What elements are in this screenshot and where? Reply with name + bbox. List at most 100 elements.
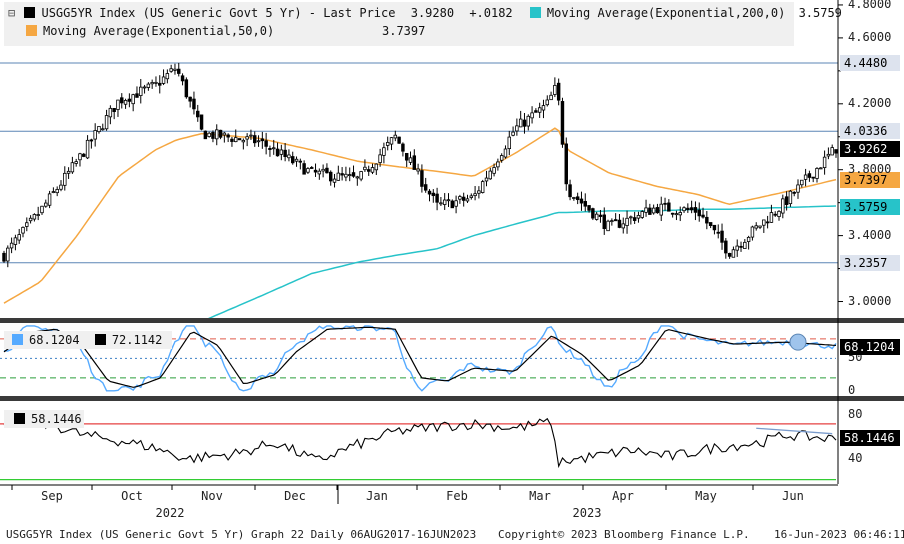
candle-body (442, 199, 447, 205)
candle-body (651, 207, 656, 214)
candle-body (332, 178, 337, 183)
candle-body (784, 196, 789, 205)
candle-body (59, 184, 63, 190)
candle-body (302, 163, 306, 175)
candle-body (127, 98, 132, 102)
legend-row-price: ⊟ USGG5YR Index (US Generic Govt 5 Yr) -… (8, 5, 842, 21)
candle-body (743, 241, 747, 249)
candle-body (758, 225, 762, 228)
candle-body (807, 173, 812, 178)
candle-body (496, 161, 500, 168)
price-swatch (24, 7, 36, 18)
rsi-fast-swatch (12, 334, 23, 345)
collapse-icon[interactable]: ⊟ (8, 6, 16, 20)
candle-body (800, 179, 804, 186)
candle-body (777, 210, 781, 217)
candle-body (397, 136, 401, 144)
price-tag: 3.7397 (840, 171, 900, 188)
ma50-swatch (26, 25, 37, 36)
candle-body (773, 213, 777, 216)
candle-body (241, 139, 246, 143)
candle-body (530, 112, 534, 119)
candle-body (815, 168, 819, 179)
candle-body (47, 193, 52, 206)
candle-body (579, 198, 584, 204)
candle-body (291, 156, 295, 164)
candle-body (450, 200, 455, 209)
candle-body (74, 161, 78, 164)
candle-body (55, 189, 59, 194)
candle-body (275, 148, 280, 157)
candle-body (712, 224, 717, 231)
candle-body (724, 240, 728, 254)
candle-body (131, 94, 135, 105)
panel-divider (0, 396, 904, 401)
candle-body (564, 143, 568, 185)
candle-body (439, 202, 443, 205)
y-tick-label: 3.0000 (848, 293, 892, 308)
candle-body (492, 167, 496, 174)
candle-body (708, 222, 713, 227)
candle-body (218, 129, 223, 138)
candle-body (587, 205, 591, 211)
candle-body (556, 82, 561, 101)
candle-body (25, 222, 29, 227)
candle-body (484, 177, 489, 182)
rsi-value-tag: 68.1204 (840, 339, 900, 355)
candle-body (116, 99, 120, 110)
oscillator-value-tag: 58.1446 (840, 430, 900, 446)
y-tick-label: 4.6000 (848, 29, 892, 44)
candle-body (158, 82, 162, 86)
candle-body (431, 192, 436, 197)
candle-body (268, 148, 272, 150)
candle-body (82, 153, 86, 157)
candle-body (279, 149, 284, 155)
candle-body (382, 147, 386, 156)
candle-body (602, 214, 606, 229)
candle-body (317, 170, 322, 175)
candle-body (435, 193, 439, 203)
candle-body (370, 167, 375, 173)
candle-body (260, 138, 265, 142)
candle-body (735, 245, 739, 251)
candle-body (374, 163, 379, 171)
candle-body (606, 220, 610, 232)
candle-body (222, 132, 227, 136)
candle-body (336, 172, 341, 181)
candle-body (549, 94, 553, 101)
y-tick-label: 3.8000 (848, 161, 892, 176)
candle-body (215, 129, 219, 140)
candle-body (572, 197, 576, 199)
candle-body (568, 184, 572, 198)
x-month-label: Apr (612, 489, 634, 503)
candle-body (720, 230, 724, 243)
candle-body (385, 142, 390, 146)
footer-left: USGG5YR Index (US Generic Govt 5 Yr) Gra… (6, 528, 477, 541)
candle-body (762, 219, 766, 226)
legend-ma200-value: 3.5759 (798, 6, 842, 20)
legend-last-price: 3.9280 (410, 6, 455, 20)
candle-body (830, 147, 834, 156)
rsi-slow-line (3, 326, 837, 388)
candle-body (461, 196, 466, 201)
candle-body (499, 155, 504, 161)
candle-body (70, 162, 75, 173)
candle-body (727, 252, 732, 257)
candle-body (408, 157, 413, 163)
candle-body (488, 170, 493, 180)
candle-body (237, 138, 242, 141)
candle-body (754, 225, 758, 229)
candle-body (389, 137, 394, 145)
legend-ma50-label: Moving Average(Exponential,50,0) (43, 24, 275, 38)
candle-body (682, 207, 686, 212)
candle-body (161, 76, 166, 84)
candle-body (207, 132, 211, 137)
candle-body (473, 193, 477, 197)
candle-body (629, 216, 633, 219)
candle-body (63, 172, 67, 186)
oscillator-trendline (756, 427, 833, 435)
candle-body (697, 209, 701, 217)
x-axis (11, 485, 754, 504)
legend-series-name: USGG5YR Index (US Generic Govt 5 Yr) - L… (41, 6, 396, 20)
